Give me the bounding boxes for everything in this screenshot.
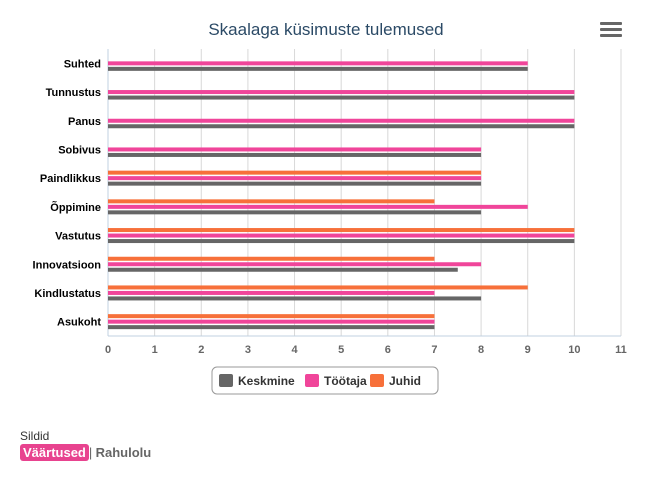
bar-keskmine-9[interactable]: [108, 325, 435, 330]
bar-töötaja-5[interactable]: [108, 204, 528, 209]
category-label: Asukoht: [57, 317, 101, 329]
bar-keskmine-3[interactable]: [108, 152, 482, 157]
x-tick-label: 10: [568, 344, 580, 356]
bar-töötaja-6[interactable]: [108, 233, 575, 238]
category-label: Vastutus: [55, 231, 101, 243]
bar-keskmine-7[interactable]: [108, 267, 458, 272]
bar-keskmine-8[interactable]: [108, 296, 482, 301]
bar-töötaja-7[interactable]: [108, 262, 482, 267]
bar-töötaja-4[interactable]: [108, 176, 482, 181]
legend-swatch: [370, 374, 384, 387]
bar-töötaja-2[interactable]: [108, 118, 575, 123]
bar-juhid-5[interactable]: [108, 199, 435, 204]
x-tick-label: 2: [198, 344, 204, 356]
category-label: Sobivus: [58, 144, 101, 156]
x-tick-label: 8: [478, 344, 484, 356]
legend: Keskmine Töötaja Juhid: [211, 366, 439, 395]
legend-swatch: [219, 374, 233, 387]
category-label: Tunnustus: [46, 87, 101, 99]
bar-keskmine-5[interactable]: [108, 210, 482, 215]
legend-item-0[interactable]: Keskmine: [219, 374, 295, 388]
tags-label: Sildid: [20, 429, 50, 443]
bar-keskmine-4[interactable]: [108, 181, 482, 186]
category-label: Suhted: [64, 58, 101, 70]
bar-keskmine-6[interactable]: [108, 239, 575, 244]
hamburger-menu-icon[interactable]: [600, 22, 622, 42]
x-tick-label: 11: [615, 344, 627, 356]
category-labels: Suhted Tunnustus Panus Sobivus Paindlikkus Õp…: [33, 58, 102, 328]
tag-vaartused[interactable]: Väärtused: [20, 444, 89, 461]
category-label: Innovatsioon: [33, 259, 102, 271]
chart-title: Skaalaga küsimuste tulemused: [208, 20, 443, 39]
x-axis-tick-labels: 0 1 2 3 4 5 6 7 8 9 10 11: [105, 344, 627, 356]
bar-juhid-6[interactable]: [108, 228, 575, 233]
x-tick-label: 3: [245, 344, 251, 356]
x-tick-label: 0: [105, 344, 111, 356]
bar-töötaja-1[interactable]: [108, 90, 575, 95]
bar-töötaja-0[interactable]: [108, 61, 528, 66]
bar-keskmine-1[interactable]: [108, 95, 575, 100]
x-tick-label: 9: [525, 344, 531, 356]
x-tick-label: 5: [338, 344, 344, 356]
category-label: Kindlustatus: [34, 288, 101, 300]
bar-juhid-4[interactable]: [108, 170, 482, 175]
chart: Skaalaga küsimuste tulemused Suhted Tunnu…: [33, 20, 627, 395]
x-tick-label: 1: [152, 344, 158, 356]
legend-label: Keskmine: [238, 374, 295, 388]
category-label: Paindlikkus: [40, 173, 101, 185]
legend-box: [211, 366, 439, 395]
legend-item-1[interactable]: Töötaja: [305, 374, 367, 388]
bar-töötaja-3[interactable]: [108, 147, 482, 152]
bars-layer: [108, 61, 575, 330]
bar-juhid-9[interactable]: [108, 314, 435, 319]
tags-section: Sildid Väärtused | Rahulolu: [20, 429, 151, 461]
bar-keskmine-0[interactable]: [108, 66, 528, 71]
x-tick-label: 7: [431, 344, 437, 356]
bar-keskmine-2[interactable]: [108, 124, 575, 129]
tag-separator: |: [88, 445, 93, 460]
legend-item-2[interactable]: Juhid: [370, 374, 421, 388]
category-label: Panus: [68, 116, 101, 128]
legend-swatch: [305, 374, 319, 387]
legend-label: Juhid: [389, 374, 421, 388]
x-tick-label: 6: [385, 344, 391, 356]
bar-juhid-8[interactable]: [108, 285, 528, 290]
legend-label: Töötaja: [324, 374, 367, 388]
tag-rahulolu[interactable]: Rahulolu: [95, 445, 152, 460]
bar-töötaja-8[interactable]: [108, 290, 435, 295]
category-label: Õppimine: [50, 201, 101, 214]
bar-töötaja-9[interactable]: [108, 319, 435, 324]
bar-juhid-7[interactable]: [108, 256, 435, 261]
x-tick-label: 4: [291, 344, 298, 356]
